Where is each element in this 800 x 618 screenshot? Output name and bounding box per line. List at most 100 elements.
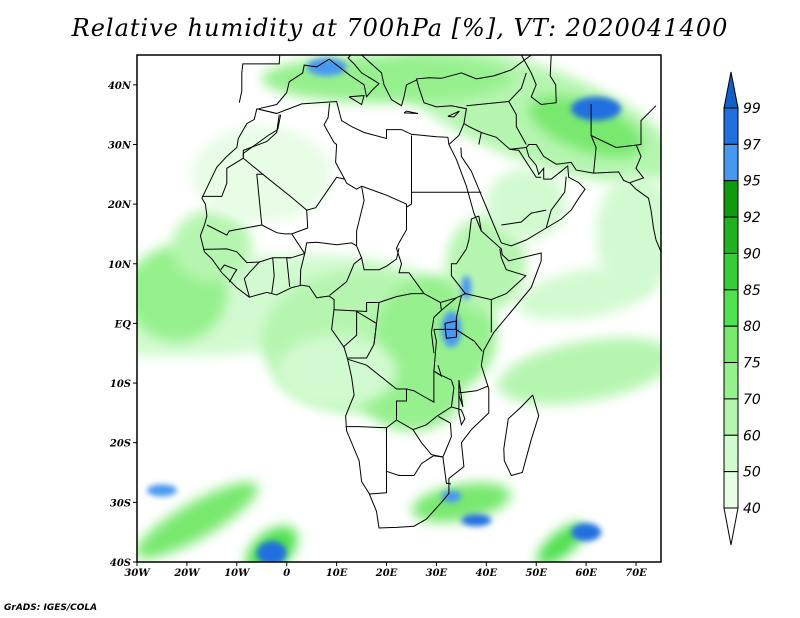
lat-tick-label: 30N — [108, 140, 132, 151]
country-border — [590, 105, 657, 149]
country-border — [396, 370, 455, 431]
colorbar-label: 99 — [743, 101, 761, 117]
lat-tick-label: 20N — [107, 200, 132, 211]
arabia-coastline — [460, 144, 661, 252]
colorbar-segment — [723, 362, 739, 400]
sicily-coastline — [348, 95, 365, 106]
lat-tick-label: EQ — [114, 319, 132, 330]
country-border — [509, 148, 542, 178]
crete-coastline — [403, 110, 419, 114]
country-border — [478, 131, 527, 150]
country-border — [286, 257, 292, 288]
colorbar-label: 60 — [743, 428, 761, 444]
high-humidity-core — [256, 541, 287, 562]
country-border — [430, 302, 442, 354]
colorbar-segment — [723, 252, 739, 291]
lon-tick-label: 30W — [124, 568, 151, 579]
lon-tick-label: 20E — [375, 568, 398, 579]
humidity-field — [137, 55, 661, 562]
lon-tick-label: 20W — [173, 568, 201, 579]
country-border — [463, 123, 482, 133]
colorbar-max-triangle — [723, 71, 739, 109]
colorbar-segment — [723, 143, 739, 182]
caspian-coastline — [520, 55, 557, 106]
lat-tick-label: 40S — [110, 558, 131, 569]
lon-tick-label: 50E — [525, 568, 547, 579]
colorbar-segment — [723, 325, 739, 364]
colorbar-segment — [723, 180, 739, 218]
lat-tick-label: 40N — [108, 81, 132, 92]
country-border — [345, 358, 407, 429]
colorbar: 99 97 95 92 90 85 80 75 70 60 50 40 — [723, 71, 761, 546]
lake-victoria — [444, 320, 457, 339]
colorbar-segment — [723, 471, 739, 509]
country-border — [373, 302, 380, 345]
high-humidity-core — [461, 514, 492, 527]
colorbar-segment — [723, 398, 739, 436]
lon-tick-label: 0 — [283, 568, 290, 579]
lat-tick-label: 10N — [108, 260, 132, 271]
country-border — [306, 176, 345, 211]
colorbar-label: 75 — [743, 356, 761, 372]
high-humidity-core — [461, 275, 472, 300]
lon-tick-label: 10W — [224, 568, 251, 579]
lon-tick-label: 60E — [575, 568, 597, 579]
lon-tick-label: 30E — [426, 568, 448, 579]
colorbar-label: 85 — [743, 283, 761, 299]
iberia-coastline — [238, 55, 281, 103]
map-title: Relative humidity at 700hPa [%], VT: 202… — [71, 14, 729, 42]
high-humidity-core — [306, 57, 347, 76]
colorbar-label: 97 — [743, 137, 761, 153]
lon-tick-label: 70E — [625, 568, 647, 579]
country-border — [545, 176, 567, 229]
colorbar-segment — [723, 216, 739, 254]
levant-anatolia-coastline — [415, 72, 494, 145]
lat-tick-label: 20S — [109, 439, 131, 450]
humidity-area — [137, 481, 259, 559]
colorbar-segment — [723, 107, 739, 145]
humidity-area — [486, 168, 567, 241]
humidity-area — [596, 173, 661, 294]
colorbar-label: 70 — [743, 392, 761, 408]
country-border — [369, 427, 387, 495]
colorbar-label: 95 — [743, 174, 761, 190]
country-border — [412, 416, 452, 458]
country-border — [386, 455, 451, 485]
country-border — [299, 241, 357, 286]
country-border — [433, 328, 483, 352]
country-border — [395, 207, 479, 304]
colorbar-segment — [723, 289, 739, 327]
colorbar-min-triangle — [723, 507, 739, 546]
colorbar-label: 40 — [743, 501, 761, 517]
country-border — [261, 173, 309, 235]
country-border — [271, 257, 275, 294]
lon-tick-label: 40E — [476, 568, 498, 579]
cyprus-coastline — [447, 110, 460, 118]
country-border — [258, 108, 277, 114]
humidity-area — [171, 209, 252, 282]
country-border — [451, 385, 489, 427]
humidity-area — [412, 482, 511, 523]
country-border — [491, 248, 527, 301]
map-frame — [136, 54, 662, 563]
lake-malawi — [458, 380, 464, 408]
high-humidity-core — [146, 484, 177, 497]
lon-tick-label: 10E — [326, 568, 348, 579]
country-border — [323, 103, 412, 208]
grads-credit: GrADS: IGES/COLA — [4, 603, 98, 613]
country-border — [508, 101, 527, 145]
colorbar-label: 90 — [743, 246, 761, 262]
colorbar-label: 92 — [743, 210, 761, 226]
country-border — [220, 264, 238, 283]
humidity-area — [261, 55, 512, 103]
humidity-area — [276, 335, 397, 408]
high-humidity-core — [571, 523, 602, 542]
lat-tick-label: 10S — [110, 379, 131, 390]
country-border — [356, 186, 400, 271]
axis-ticks: 30W 20W 10W 0 10E 20E 30E 40E 50E 60E 70E 40N 30N 20N… — [107, 81, 647, 579]
humidity-area — [529, 96, 644, 158]
country-border — [590, 103, 597, 174]
coastlines-borders — [199, 55, 661, 529]
high-humidity-core — [571, 96, 622, 121]
